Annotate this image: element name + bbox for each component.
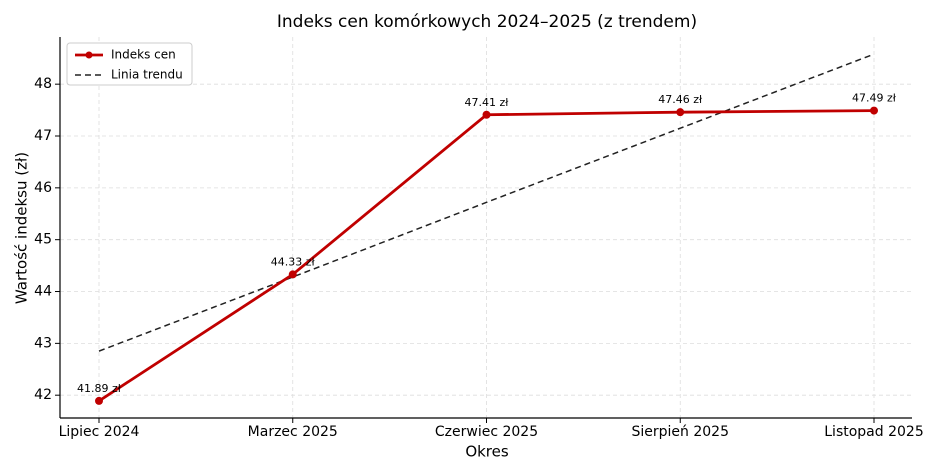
series-line: [98, 53, 875, 352]
legend-marker: [85, 51, 93, 59]
data-label: 47.49 zł: [852, 92, 897, 105]
y-tick-label: 43: [34, 335, 52, 351]
x-tick-label: Czerwiec 2025: [435, 424, 538, 440]
y-tick-label: 47: [34, 128, 52, 144]
x-tick-label: Lipiec 2024: [59, 424, 140, 440]
legend-label: Linia trendu: [111, 68, 183, 82]
data-point: [482, 110, 491, 119]
data-point: [676, 108, 685, 117]
data-label: 44.33 zł: [271, 255, 316, 268]
y-tick-label: 45: [34, 232, 52, 248]
data-point: [870, 106, 878, 115]
data-label: 47.46 zł: [658, 93, 703, 106]
y-tick-label: 48: [34, 76, 52, 92]
data-label: 41.89 zł: [77, 382, 122, 395]
legend-label: Indeks cen: [111, 48, 176, 62]
x-tick-label: Sierpień 2025: [632, 424, 730, 440]
data-point: [95, 396, 103, 405]
x-axis-label: Okres: [465, 443, 509, 461]
chart-title: Indeks cen komórkowych 2024–2025 (z tren…: [277, 12, 697, 32]
y-tick-label: 44: [34, 284, 52, 300]
x-tick-label: Marzec 2025: [248, 424, 338, 440]
y-axis-label: Wartość indeksu (zł): [13, 152, 31, 304]
x-tick-label: Listopad 2025: [824, 424, 923, 440]
y-tick-label: 46: [34, 180, 52, 196]
data-point: [288, 270, 297, 279]
y-tick-label: 42: [34, 387, 52, 403]
data-label: 47.41 zł: [465, 96, 510, 109]
